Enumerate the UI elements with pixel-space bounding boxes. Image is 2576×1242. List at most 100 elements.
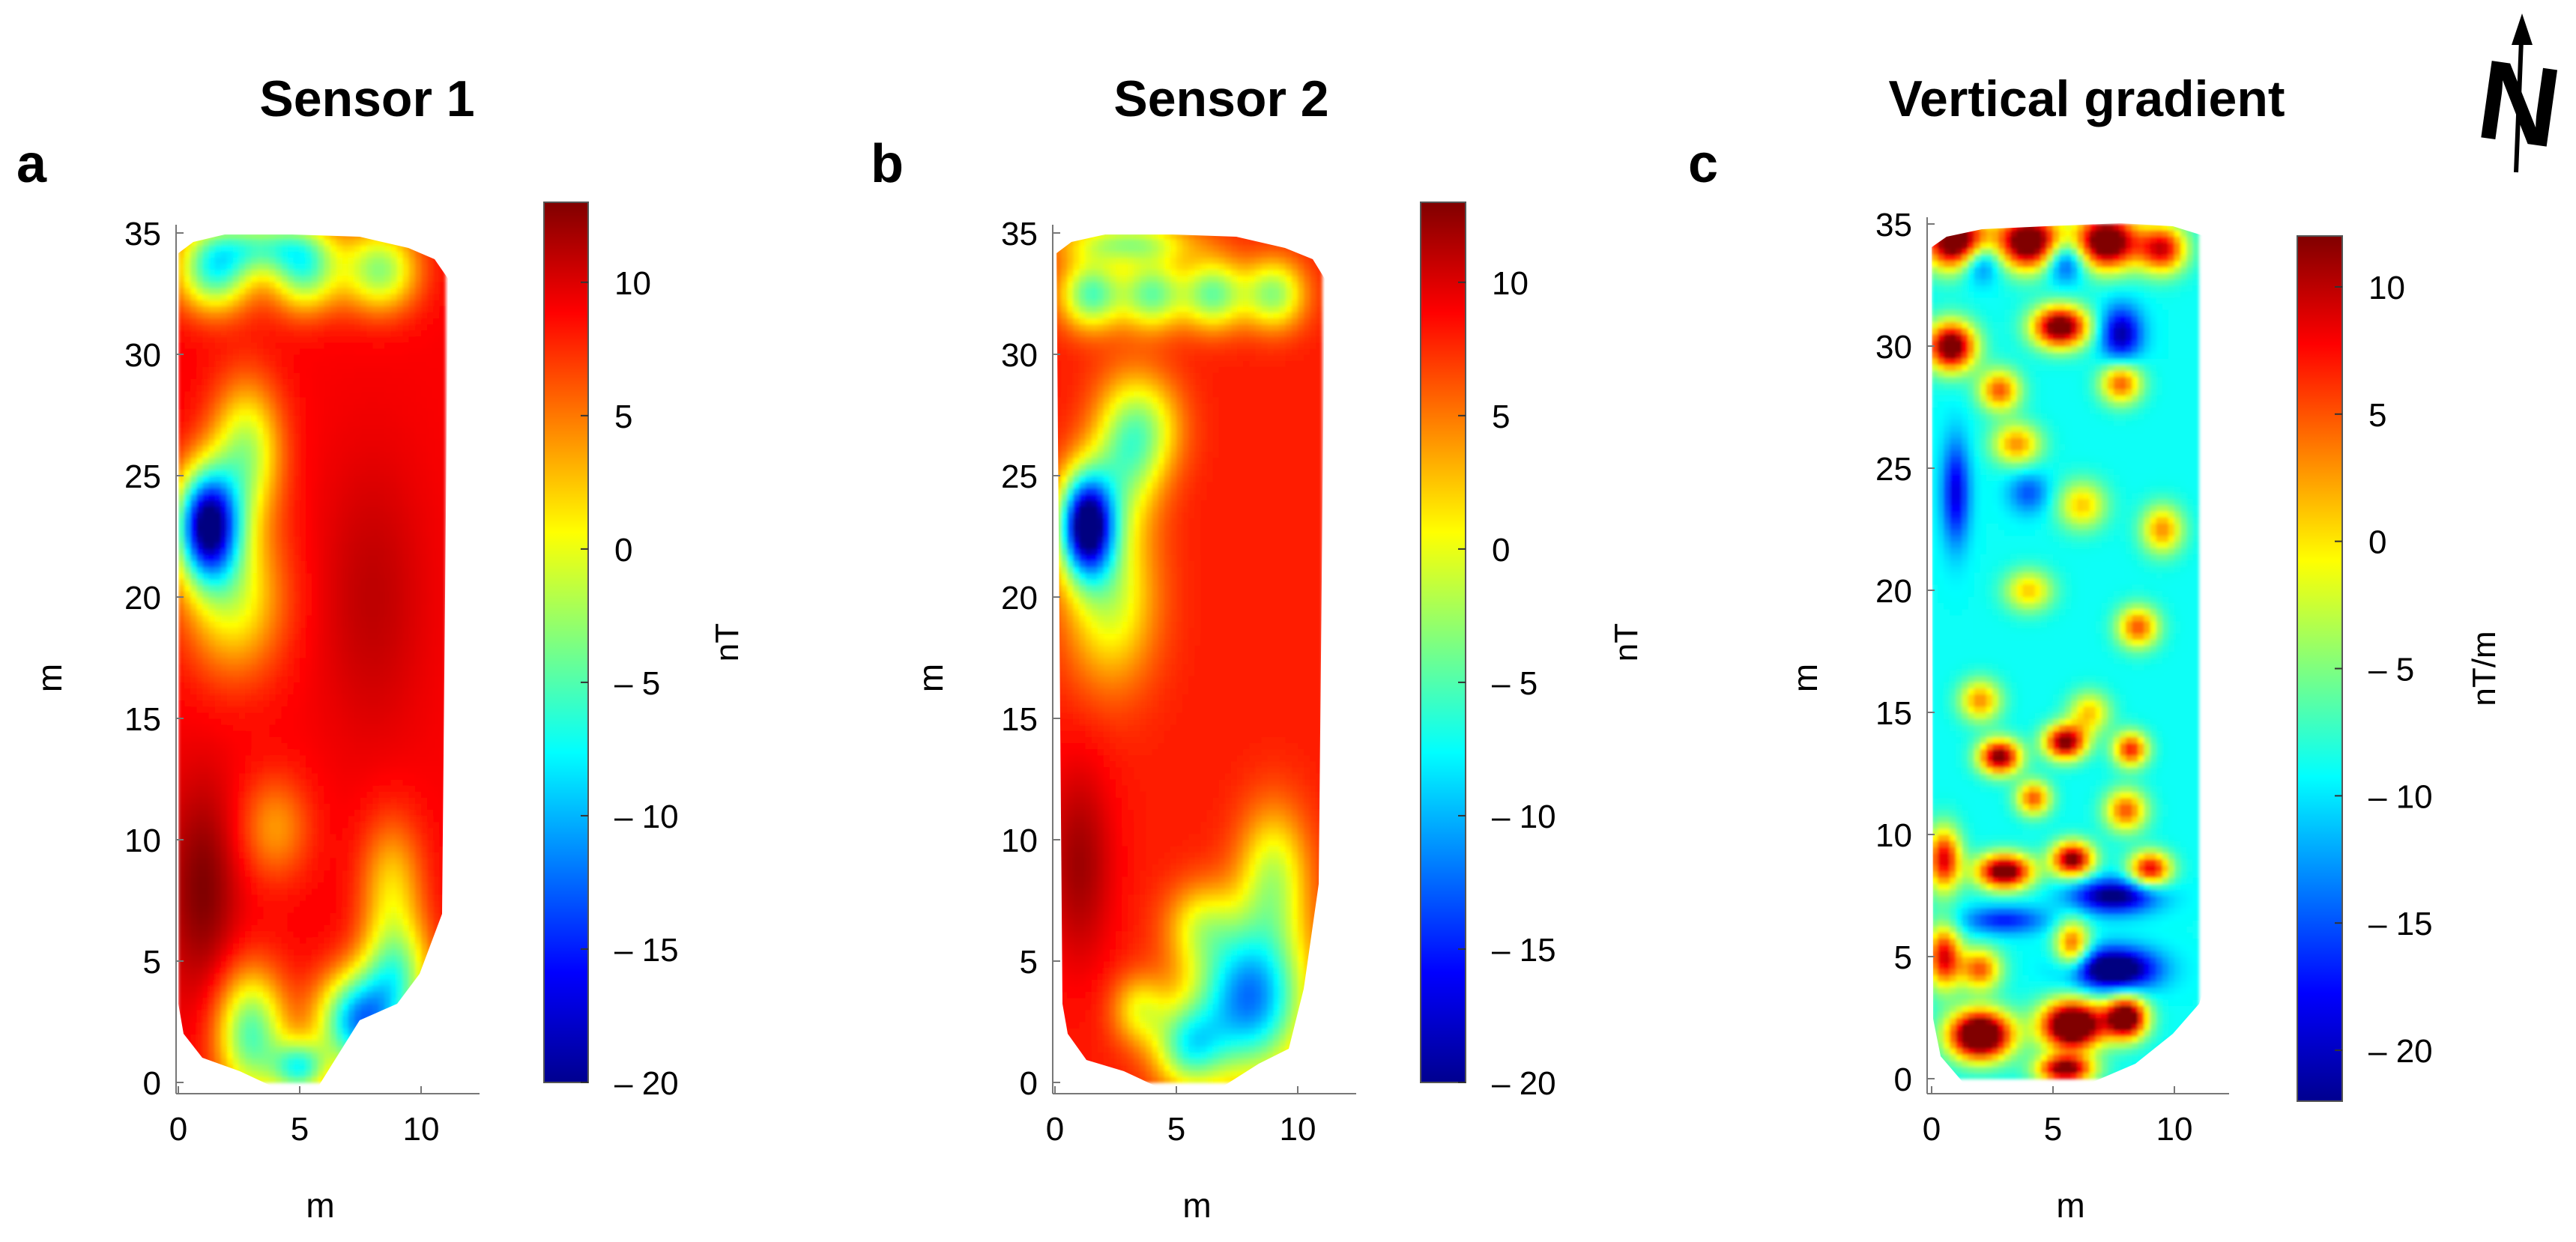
heatmap-cell (281, 1058, 288, 1065)
heatmap-cell (372, 584, 379, 592)
heatmap-cell (312, 961, 318, 968)
heatmap-cell (306, 942, 312, 950)
heatmap-cell (293, 463, 300, 470)
heatmap-cell (360, 670, 367, 676)
heatmap-cell (202, 997, 210, 1005)
heatmap-cell (257, 821, 264, 828)
heatmap-cell (208, 1046, 216, 1053)
heatmap-cell (220, 584, 228, 592)
heatmap-cell (251, 676, 258, 682)
heatmap-cell (226, 530, 234, 537)
heatmap-cell (390, 457, 398, 464)
heatmap-cell (390, 633, 398, 640)
heatmap-cell (318, 469, 324, 476)
heatmap-cell (263, 961, 270, 968)
heatmap-cell (378, 506, 385, 513)
heatmap-cell (421, 906, 428, 913)
heatmap-cell (408, 833, 416, 840)
heatmap-cell (378, 785, 385, 792)
heatmap-cell (354, 402, 361, 410)
heatmap-cell (202, 390, 210, 398)
heatmap-cell (245, 760, 252, 768)
heatmap-cell (408, 700, 416, 707)
heatmap-cell (281, 815, 288, 823)
heatmap-cell (239, 639, 246, 646)
heatmap-cell (324, 961, 331, 968)
heatmap-cell (348, 1009, 355, 1017)
heatmap-cell (214, 536, 222, 543)
heatmap-cell (214, 846, 222, 852)
heatmap-cell (433, 815, 440, 823)
heatmap-cell (427, 864, 434, 871)
heatmap-cell (372, 882, 379, 889)
heatmap-cell (312, 827, 318, 834)
heatmap-cell (378, 1028, 385, 1035)
heatmap-cell (257, 621, 264, 628)
heatmap-cell (396, 524, 404, 531)
heatmap-cell (414, 730, 422, 737)
heatmap-cell (214, 658, 222, 664)
heatmap-cell (384, 488, 392, 494)
heatmap-cell (433, 1070, 440, 1077)
heatmap-cell (263, 827, 270, 834)
heatmap-cell (300, 864, 306, 871)
heatmap-cell (196, 427, 203, 434)
heatmap-cell (306, 760, 312, 768)
heatmap-cell (414, 415, 422, 422)
heatmap-cell (226, 785, 234, 792)
heatmap-cell (421, 518, 428, 525)
heatmap-cell (366, 1003, 373, 1011)
heatmap-cell (269, 590, 276, 598)
heatmap-cell (318, 827, 324, 834)
heatmap-cell (239, 451, 246, 458)
heatmap-cell (214, 1070, 222, 1077)
heatmap-cell (251, 961, 258, 968)
heatmap-cell (257, 688, 264, 695)
heatmap-cell (202, 754, 210, 762)
heatmap-cell (402, 572, 410, 580)
heatmap-cell (348, 815, 355, 823)
heatmap-cell (330, 864, 337, 871)
heatmap-cell (366, 463, 373, 470)
heatmap-cell (214, 427, 222, 434)
heatmap-cell (342, 572, 349, 580)
heatmap-cell (239, 408, 246, 416)
heatmap-cell (336, 912, 343, 919)
heatmap-cell (275, 912, 282, 919)
heatmap-cell (396, 870, 404, 877)
heatmap-cell (263, 603, 270, 610)
heatmap-cell (263, 482, 270, 488)
heatmap-cell (214, 821, 222, 828)
heatmap-cell (190, 548, 197, 555)
heatmap-cell (402, 1058, 410, 1065)
heatmap-cell (251, 979, 258, 986)
heatmap-cell (269, 736, 276, 743)
heatmap-cell (330, 633, 337, 640)
heatmap-cell (245, 712, 252, 719)
heatmap-cell (330, 670, 337, 676)
heatmap-cell (245, 1046, 252, 1053)
heatmap-cell (330, 1076, 337, 1083)
heatmap-cell (306, 779, 312, 786)
heatmap-cell (306, 658, 312, 664)
heatmap-cell (336, 894, 343, 901)
heatmap-cell (202, 482, 210, 488)
heatmap-cell (372, 554, 379, 561)
heatmap-cell (384, 754, 392, 762)
heatmap-cell (360, 948, 367, 956)
heatmap-cell (384, 1034, 392, 1040)
heatmap-cell (202, 682, 210, 689)
heatmap-cell (421, 846, 428, 852)
heatmap-cell (342, 542, 349, 549)
heatmap-cell (384, 506, 392, 513)
heatmap-cell (226, 548, 234, 555)
heatmap-cell (354, 888, 361, 895)
heatmap-cell (239, 548, 246, 555)
heatmap-cell (439, 488, 446, 494)
heatmap-cell (414, 754, 422, 762)
heatmap-cell (251, 948, 258, 956)
heatmap-cell (257, 584, 264, 592)
heatmap-cell (293, 760, 300, 768)
heatmap-cell (378, 408, 385, 416)
heatmap-cell (336, 615, 343, 622)
